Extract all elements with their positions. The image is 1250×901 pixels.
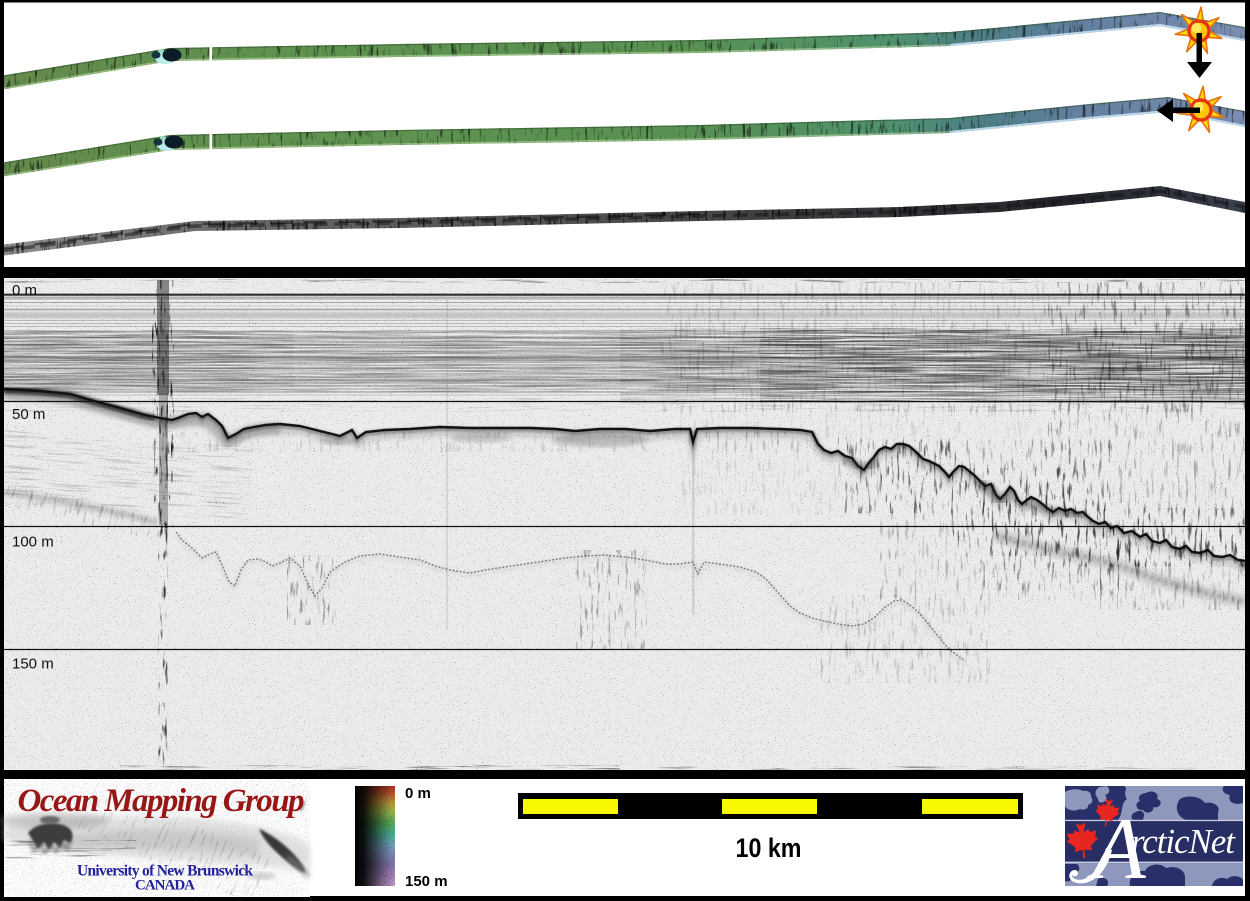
svg-text:CANADA: CANADA	[135, 878, 195, 894]
svg-text:0 m: 0 m	[405, 785, 431, 802]
svg-text:University of New Brunswick: University of New Brunswick	[77, 863, 253, 880]
svg-text:rcticNet: rcticNet	[1131, 822, 1236, 861]
svg-text:Ocean Mapping Group: Ocean Mapping Group	[18, 783, 305, 819]
svg-text:100 m: 100 m	[12, 534, 54, 551]
svg-text:150 m: 150 m	[405, 873, 448, 890]
svg-text:A: A	[1087, 801, 1147, 898]
svg-text:50 m: 50 m	[12, 406, 45, 423]
svg-text:150 m: 150 m	[12, 656, 54, 673]
svg-text:0 m: 0 m	[12, 282, 37, 299]
svg-text:10 km: 10 km	[736, 833, 802, 863]
